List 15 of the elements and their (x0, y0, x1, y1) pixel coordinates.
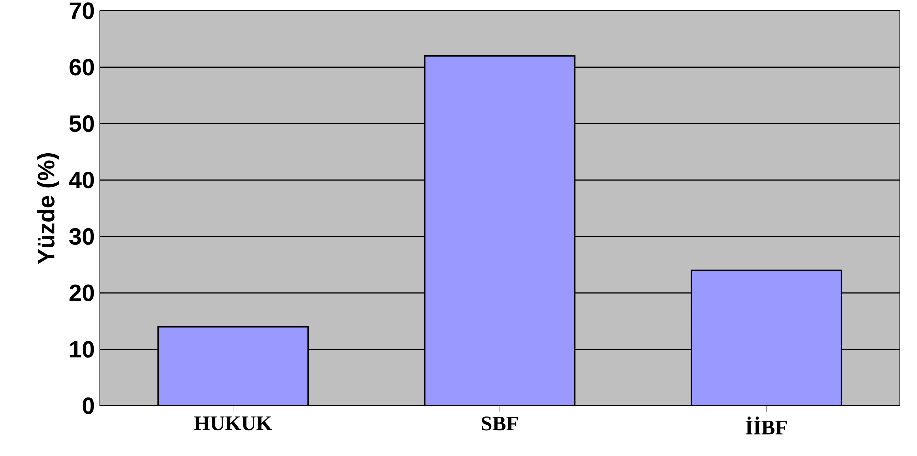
y-axis-title: Yüzde (%) (38, 153, 60, 264)
y-tick-label: 0 (82, 398, 94, 414)
y-tick-label: 50 (70, 116, 94, 132)
x-tick-label: HUKUK (194, 416, 272, 431)
y-tick-label: 60 (70, 59, 94, 76)
x-tick-label: İİBF (746, 416, 787, 435)
x-tick-label: SBF (482, 416, 518, 431)
y-tick-label: 40 (69, 172, 94, 189)
bar (690, 270, 842, 406)
y-tick-label: 30 (69, 228, 94, 246)
bar (158, 326, 310, 406)
y-tick-label: 20 (70, 284, 94, 302)
y-tick-label: 10 (70, 341, 94, 358)
bar (424, 55, 576, 406)
y-tick-label: 70 (70, 2, 94, 20)
